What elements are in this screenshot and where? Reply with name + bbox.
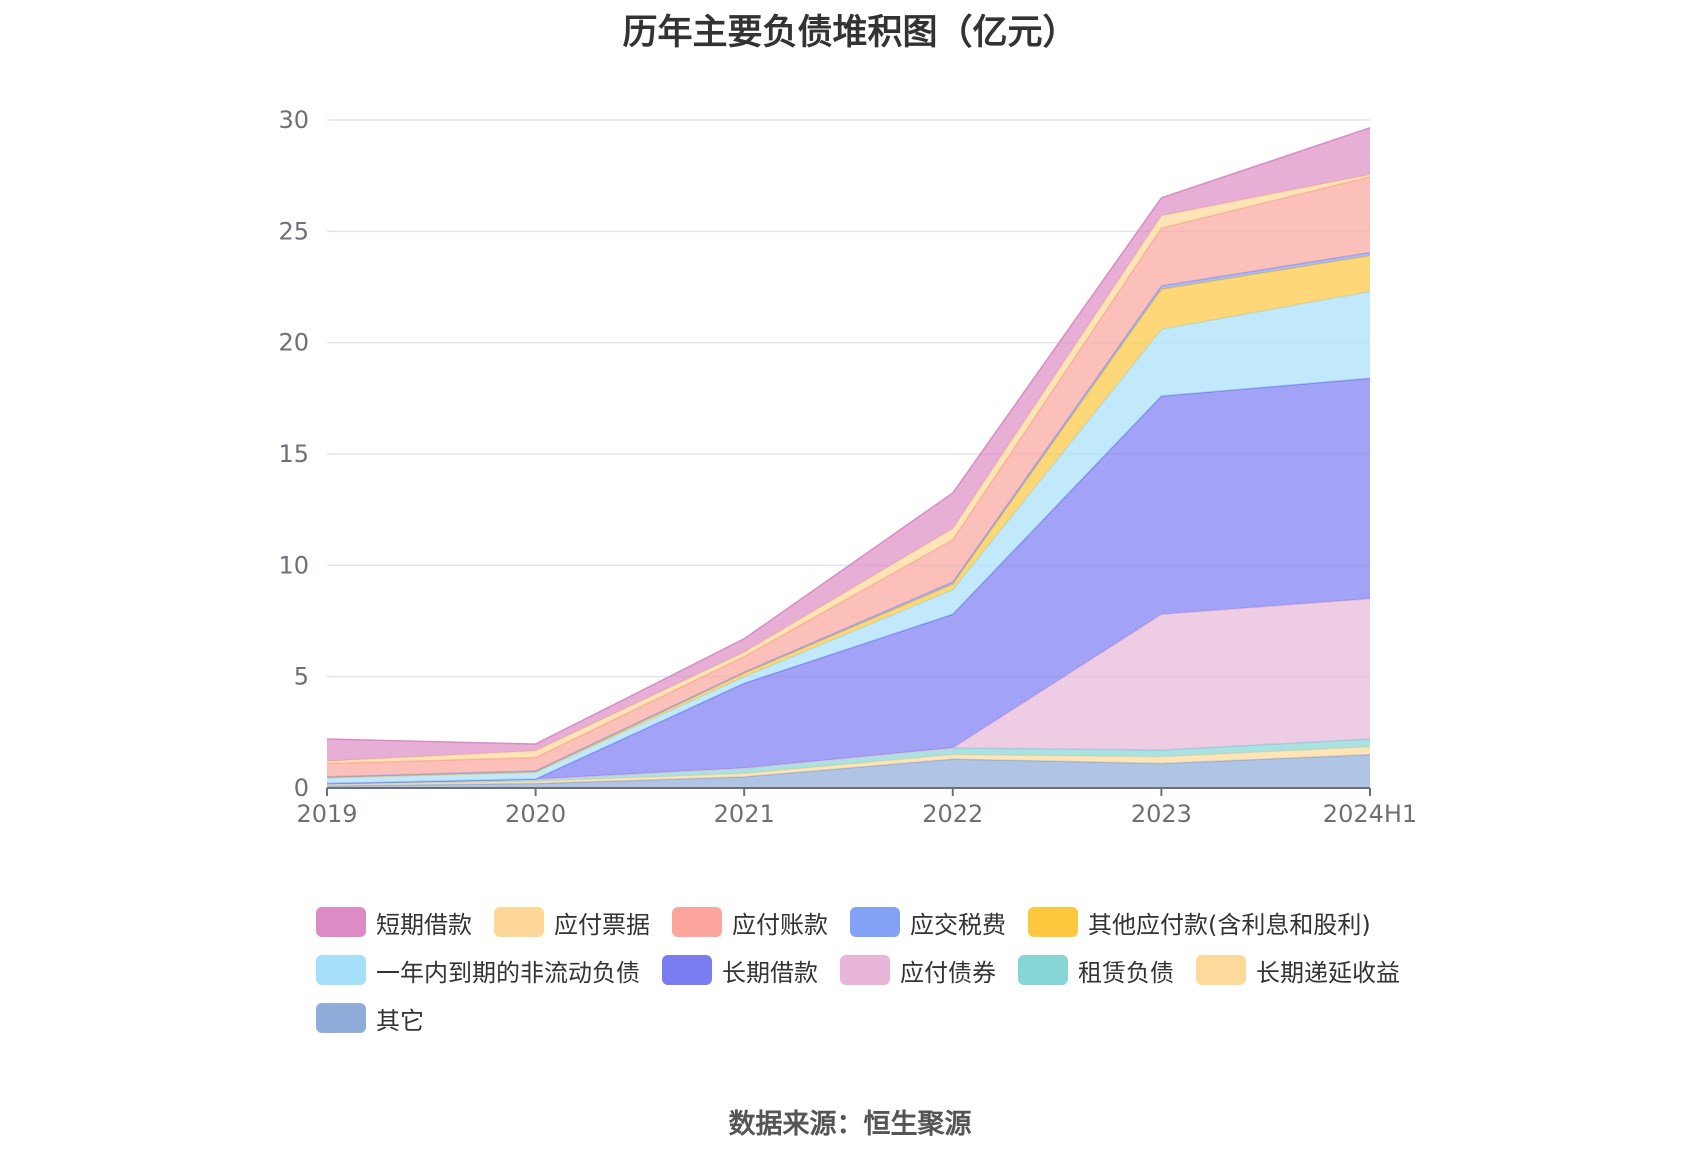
legend-item[interactable]: 应付债券 [840, 953, 996, 987]
legend-label: 短期借款 [376, 910, 472, 939]
axes: 0 5 10 15 20 25 30 2019 2020 2021 2022 2023 2024H1 [278, 106, 1417, 828]
legend-label: 租赁负债 [1078, 958, 1174, 987]
area-series-应付账款 [327, 176, 1370, 777]
legend-swatch [316, 955, 366, 985]
y-tick-label: 25 [278, 217, 309, 245]
area-series-长期借款 [327, 378, 1370, 784]
legend-swatch [1018, 955, 1068, 985]
legend-swatch [662, 955, 712, 985]
x-tick-label: 2020 [505, 800, 566, 828]
series-line-短期借款 [326, 127, 1371, 745]
legend-swatch [494, 907, 544, 937]
legend-label: 应交税费 [910, 910, 1006, 939]
legend-item[interactable]: 租赁负债 [1018, 953, 1174, 987]
area-series-租赁负债 [327, 739, 1370, 785]
legend-swatch [1196, 955, 1246, 985]
x-tick-label: 2021 [714, 800, 775, 828]
legend-label: 其它 [376, 1006, 424, 1035]
legend-label: 应付债券 [900, 958, 996, 987]
legend-item[interactable]: 长期递延收益 [1196, 953, 1400, 987]
legend-item[interactable]: 应付账款 [672, 905, 828, 939]
y-tick-label: 30 [278, 106, 309, 134]
legend-item[interactable]: 其他应付款(含利息和股利) [1028, 905, 1371, 939]
legend-item[interactable]: 应交税费 [850, 905, 1006, 939]
x-tick-label: 2024H1 [1323, 800, 1417, 828]
legend-label: 长期递延收益 [1256, 958, 1400, 987]
legend-item[interactable]: 其它 [316, 1001, 424, 1035]
legend-label: 应付票据 [554, 910, 650, 939]
x-tick-label: 2022 [922, 800, 983, 828]
x-tick-label: 2023 [1131, 800, 1192, 828]
legend-swatch [1028, 907, 1078, 937]
y-tick-label: 15 [278, 440, 309, 468]
legend-label: 一年内到期的非流动负债 [376, 958, 640, 987]
legend-item[interactable]: 应付票据 [494, 905, 650, 939]
area-series-应付债券 [327, 598, 1370, 784]
legend-swatch [840, 955, 890, 985]
y-tick-label: 10 [278, 551, 309, 579]
area-series-一年内到期的非流动负债 [327, 291, 1370, 784]
legend-label: 应付账款 [732, 910, 828, 939]
y-tick-label: 5 [294, 663, 309, 691]
legend-item[interactable]: 一年内到期的非流动负债 [316, 953, 640, 987]
source-note: 数据来源：恒生聚源 [728, 1109, 972, 1140]
legend-swatch [316, 1003, 366, 1033]
legend-swatch [850, 907, 900, 937]
legend-swatch [672, 907, 722, 937]
x-tick-label: 2019 [296, 800, 357, 828]
legend-label: 其他应付款(含利息和股利) [1088, 910, 1371, 939]
y-tick-label: 20 [278, 329, 309, 357]
area-series [326, 127, 1371, 788]
area-series-其他应付款(含利息和股利) [327, 255, 1370, 779]
area-series-短期借款 [327, 127, 1370, 762]
legend-swatch [316, 907, 366, 937]
legend-item[interactable]: 长期借款 [662, 953, 818, 987]
chart-title: 历年主要负债堆积图（亿元） [622, 13, 1078, 53]
y-tick-label: 0 [294, 774, 309, 802]
legend-item[interactable]: 短期借款 [316, 905, 472, 939]
legend-label: 长期借款 [722, 958, 818, 987]
